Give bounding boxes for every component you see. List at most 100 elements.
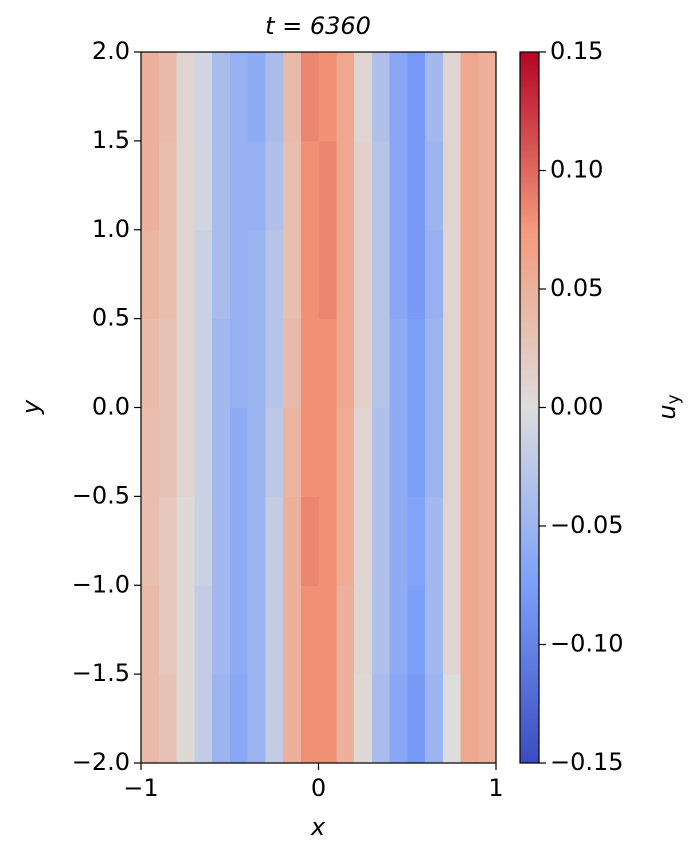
y-tick-label: 2.0 — [92, 37, 130, 65]
heatmap-cell — [176, 407, 195, 497]
heatmap-cell — [425, 318, 444, 409]
heatmap-cell — [425, 407, 444, 497]
heatmap-cell — [407, 229, 426, 320]
heatmap-cell — [176, 229, 195, 320]
heatmap-cell — [425, 52, 444, 142]
heatmap-cell — [407, 52, 426, 142]
heatmap-cell — [158, 52, 178, 142]
y-tick-label: −2.0 — [72, 748, 130, 776]
colorbar-tick-label: 0.15 — [550, 37, 603, 65]
heatmap-cell — [158, 496, 178, 586]
heatmap-cell — [265, 407, 284, 497]
heatmap-cell — [158, 407, 178, 497]
heatmap-cell — [229, 318, 249, 409]
heatmap-cell — [389, 674, 408, 764]
x-tick-label: 1 — [488, 774, 503, 802]
heatmap-cell — [460, 52, 479, 142]
heatmap-cell — [212, 407, 231, 497]
heatmap-cell — [442, 585, 462, 675]
heatmap-cell — [371, 585, 391, 675]
heatmap-cell — [389, 52, 408, 142]
heatmap-cell — [407, 496, 426, 586]
heatmap-cell — [265, 674, 284, 764]
heatmap-cell — [265, 496, 284, 586]
heatmap-cell — [194, 585, 213, 675]
colorbar-label-sub: y — [664, 394, 684, 404]
heatmap-cell — [283, 140, 302, 231]
heatmap-cell — [247, 674, 266, 764]
heatmap-cell — [460, 585, 479, 675]
heatmap-cell — [354, 318, 373, 409]
heatmap-cell — [283, 407, 302, 497]
heatmap-cell — [141, 674, 160, 764]
heatmap-cell — [247, 52, 266, 142]
heatmap-cell — [407, 407, 426, 497]
heatmap-cell — [318, 140, 337, 231]
heatmap-cell — [336, 229, 355, 320]
heatmap-cell — [336, 674, 355, 764]
heatmap-cell — [283, 585, 302, 675]
heatmap-cell — [229, 674, 249, 764]
colorbar-tick-label: 0.10 — [550, 156, 603, 184]
heatmap-cell — [247, 585, 266, 675]
heatmap-cell — [425, 674, 444, 764]
heatmap-cell — [212, 229, 231, 320]
heatmap-cell — [425, 140, 444, 231]
heatmap-cell — [283, 496, 302, 586]
heatmap-cell — [194, 674, 213, 764]
heatmap-cell — [141, 407, 160, 497]
heatmap-cell — [158, 140, 178, 231]
heatmap-cell — [407, 140, 426, 231]
heatmap-cell — [318, 496, 337, 586]
heatmap-cell — [265, 318, 284, 409]
y-tick-label: 1.5 — [92, 126, 130, 154]
heatmap-cell — [371, 140, 391, 231]
heatmap-cell — [158, 585, 178, 675]
x-tick-label: 0 — [311, 774, 326, 802]
heatmap-cell — [460, 674, 479, 764]
heatmap-cell — [247, 140, 266, 231]
heatmap-cell — [229, 585, 249, 675]
y-tick-label: 0.0 — [92, 393, 130, 421]
heatmap-cell — [158, 229, 178, 320]
heatmap-cell — [229, 229, 249, 320]
heatmap-cell — [212, 52, 231, 142]
y-tick-label: −1.0 — [72, 570, 130, 598]
heatmap-cell — [389, 140, 408, 231]
heatmap-cell — [354, 674, 373, 764]
heatmap-cell — [247, 407, 266, 497]
heatmap-cell — [194, 229, 213, 320]
heatmap-cell — [300, 585, 320, 675]
heatmap-cell — [194, 52, 213, 142]
heatmap-cell — [176, 52, 195, 142]
heatmap-cell — [318, 674, 337, 764]
heatmap-cell — [371, 318, 391, 409]
x-tick-label: −1 — [123, 774, 158, 802]
heatmap-cell — [478, 407, 497, 497]
heatmap-cell — [141, 229, 160, 320]
heatmap-cell — [318, 585, 337, 675]
heatmap-cell — [318, 52, 337, 142]
heatmap-cell — [247, 496, 266, 586]
heatmap-cell — [354, 52, 373, 142]
heatmap-cell — [300, 674, 320, 764]
heatmap-cell — [478, 318, 497, 409]
heatmap-cell — [158, 674, 178, 764]
heatmap-cell — [354, 407, 373, 497]
heatmap-cell — [176, 140, 195, 231]
heatmap-cell — [478, 140, 497, 231]
heatmap-cell — [442, 318, 462, 409]
heatmap-cell — [141, 140, 160, 231]
colorbar-label: uy — [653, 394, 684, 419]
y-tick-label: −0.5 — [72, 481, 130, 509]
heatmap-cell — [336, 52, 355, 142]
heatmap-cell — [389, 407, 408, 497]
heatmap-cell — [212, 318, 231, 409]
y-tick-label: 0.5 — [92, 304, 130, 332]
heatmap-cell — [141, 318, 160, 409]
heatmap-cell — [300, 496, 320, 586]
heatmap-cell — [371, 407, 391, 497]
heatmap-cell — [265, 140, 284, 231]
heatmap-cell — [194, 496, 213, 586]
heatmap-cell — [194, 318, 213, 409]
